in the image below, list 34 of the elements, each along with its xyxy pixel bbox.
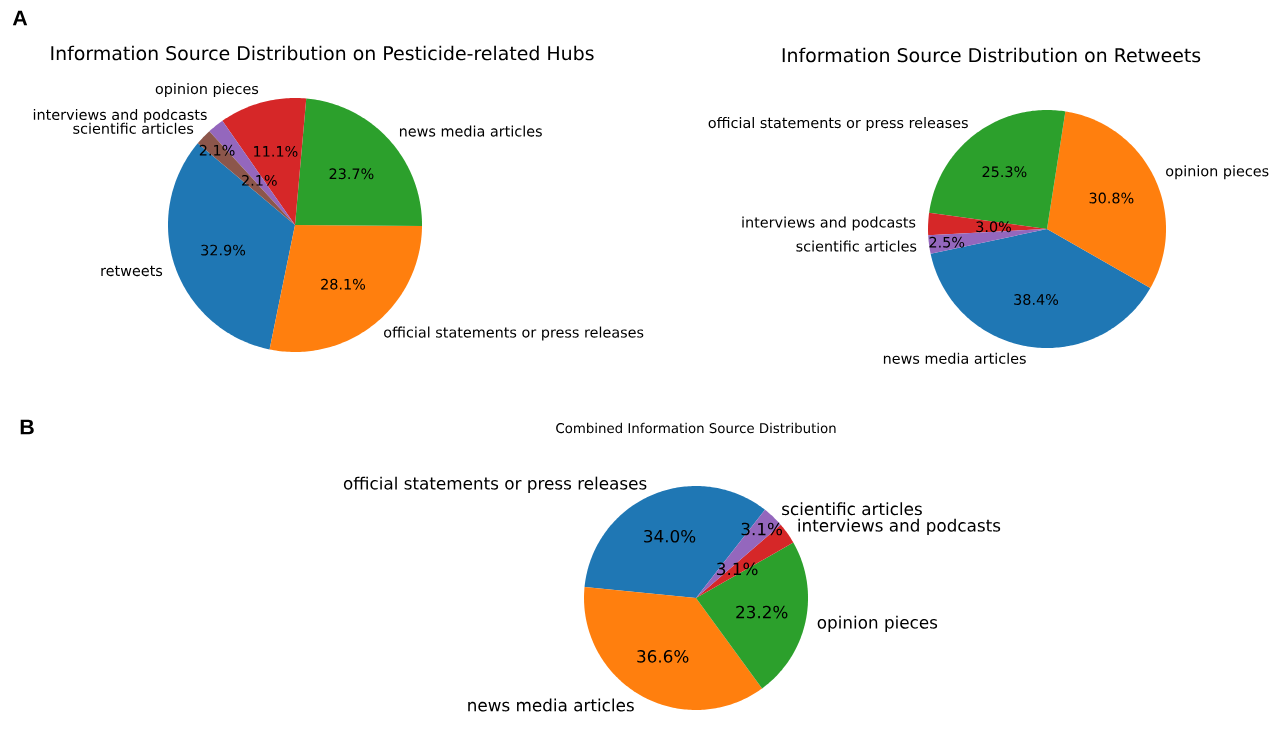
slice-label: retweets: [101, 265, 163, 277]
slice-label: opinion pieces: [155, 83, 259, 97]
text: B: [20, 419, 34, 435]
data-label: 30.8%: [1089, 192, 1134, 204]
data-label: 23.2%: [736, 605, 788, 619]
data-label: 3.1%: [717, 562, 758, 576]
chart-title: Information Source Distribution on Pesticide-related Hubs: [51, 45, 594, 61]
slice-label: news media articles: [399, 125, 542, 137]
data-label: 38.4%: [1014, 294, 1059, 305]
slice-label: opinion pieces: [1166, 165, 1269, 180]
slice-label: interviews and podcasts: [798, 518, 1001, 536]
slice-label: opinion pieces: [817, 615, 938, 632]
slice-label: interviews and podcasts: [742, 216, 916, 231]
data-label: 36.6%: [637, 650, 689, 663]
data-label: 32.9%: [201, 244, 246, 256]
data-label: 25.3%: [982, 166, 1027, 178]
slice-label: official statements or press releases: [708, 117, 968, 131]
slice-label: scientific articles: [796, 240, 917, 252]
data-label: 2.5%: [929, 236, 965, 248]
slice-label: news media articles: [883, 352, 1026, 364]
slice-label: news media articles: [468, 698, 634, 712]
chart-title: Combined Information Source Distribution: [556, 422, 836, 434]
data-label: 3.0%: [976, 221, 1011, 233]
slice-label: official statements or press releases: [343, 476, 647, 493]
data-label: 28.1%: [321, 278, 366, 290]
slice-label: interviews and podcasts: [33, 108, 207, 123]
slice-label: scientific articles: [73, 122, 194, 134]
data-label: 11.1%: [254, 145, 298, 157]
slice-label: scientific articles: [782, 502, 922, 516]
chart-title: Information Source Distribution on Retweets: [782, 47, 1201, 63]
data-label: 23.7%: [329, 168, 374, 180]
data-label: 34.0%: [644, 529, 696, 543]
slice-label: official statements or press releases: [384, 326, 644, 341]
text: A: [12, 10, 28, 26]
